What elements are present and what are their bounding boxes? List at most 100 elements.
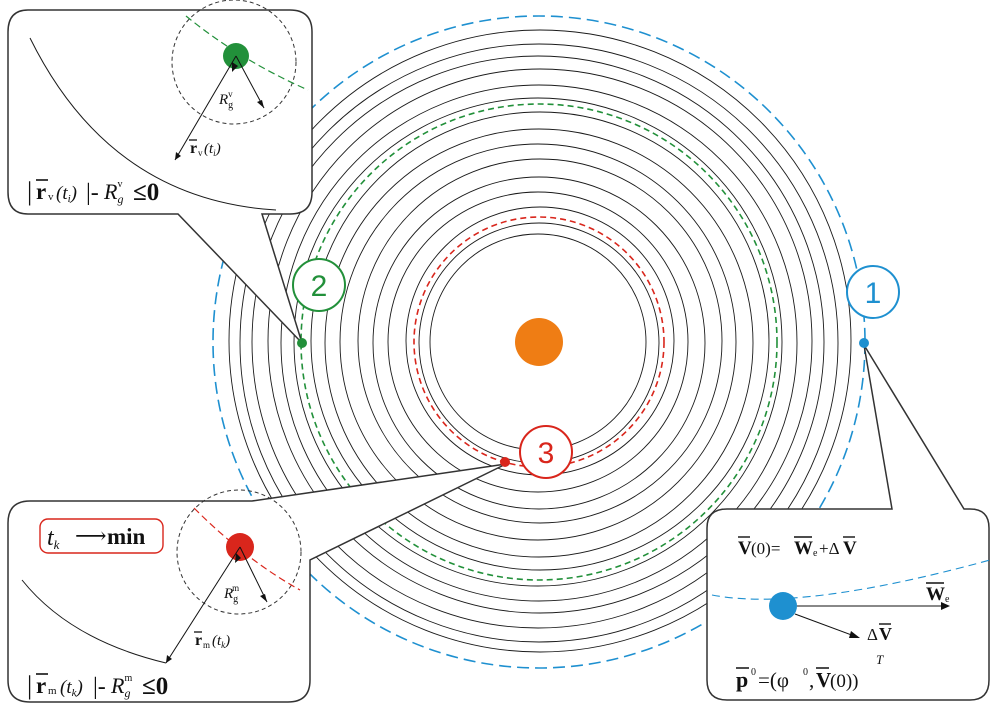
svg-text:=(φ: =(φ xyxy=(758,668,789,692)
marker-2: 2 xyxy=(292,258,346,312)
green-dashed-orbit xyxy=(300,103,778,581)
callout-1-box xyxy=(706,344,990,701)
callout-m-objective-box xyxy=(39,518,164,554)
callout-m-radius-arrowhead xyxy=(260,594,267,602)
callout-1-we-arrowhead xyxy=(941,602,950,610)
orbit-ring xyxy=(372,176,706,510)
svg-text:(tk): (tk) xyxy=(212,633,230,650)
svg-text:r: r xyxy=(36,179,46,204)
callout-1-velocity-eq: V (0)= W e +Δ V xyxy=(738,536,857,559)
svg-text:V: V xyxy=(738,538,752,559)
svg-text:|: | xyxy=(27,177,32,206)
svg-text:tk: tk xyxy=(47,525,60,552)
callout-m-radius-line xyxy=(239,546,268,603)
svg-text:|-: |- xyxy=(93,674,106,700)
callout-m-orbit-arc xyxy=(21,579,167,664)
callout-m-group: tk ⟶ min Rgm r m (tk) | r m (tk) |- Rgm … xyxy=(7,463,507,703)
svg-text:r: r xyxy=(195,632,202,649)
marker-3: 3 xyxy=(519,425,573,479)
orbit-ring xyxy=(239,43,839,643)
svg-text:T: T xyxy=(876,652,884,667)
svg-text:≤0: ≤0 xyxy=(133,179,159,206)
callout-1-we-label: W e xyxy=(926,582,950,605)
orbit-ring xyxy=(251,55,825,629)
callout-m-radius-label: Rgm xyxy=(223,583,239,605)
svg-text:W: W xyxy=(794,538,813,559)
orbit-ring xyxy=(387,191,689,493)
svg-text:2: 2 xyxy=(311,270,328,303)
callout-m-box xyxy=(7,463,507,703)
svg-text:0: 0 xyxy=(803,667,808,678)
callout-1-spacecraft xyxy=(769,592,797,620)
svg-text:r: r xyxy=(36,673,46,698)
callout-v-orbit-arc xyxy=(29,37,277,211)
svg-text:min: min xyxy=(107,524,146,549)
callout-v-capture-sphere xyxy=(171,0,297,125)
callout-v-vector-label: r v (ti) xyxy=(189,139,221,158)
orbit-ring xyxy=(293,97,783,587)
callout-m-objective-text: tk ⟶ min xyxy=(47,523,146,552)
svg-text:(ti): (ti) xyxy=(204,141,221,158)
svg-text:≤0: ≤0 xyxy=(142,673,168,700)
svg-text:0: 0 xyxy=(751,667,756,678)
callout-v-vector-tail xyxy=(175,152,181,160)
callout-1-dv-label: Δ V xyxy=(867,623,892,644)
svg-text:Δ: Δ xyxy=(867,625,878,644)
svg-text:v: v xyxy=(198,148,203,158)
callout-m-vector-tail xyxy=(166,655,172,663)
orbit-ring xyxy=(267,68,813,614)
svg-text:v: v xyxy=(48,191,54,203)
svg-text:,: , xyxy=(809,668,814,692)
svg-text:+Δ: +Δ xyxy=(819,539,840,558)
svg-text:(0)=: (0)= xyxy=(751,539,780,558)
callout-m-vector-arrowhead xyxy=(235,553,241,563)
flyby-point xyxy=(297,338,307,348)
svg-text:(tk): (tk) xyxy=(60,677,83,699)
svg-text:(ti): (ti) xyxy=(56,183,77,205)
marker-1: 1 xyxy=(846,265,900,319)
svg-text:V: V xyxy=(843,538,857,559)
departure-point xyxy=(859,338,869,348)
orbit-ring xyxy=(324,128,754,558)
orbit-ring xyxy=(357,158,723,524)
callout-m-capture-sphere xyxy=(176,489,302,615)
orbit-ring xyxy=(339,143,737,541)
red-dashed-orbit xyxy=(413,216,665,468)
central-body xyxy=(515,318,563,366)
callout-v-vector-line xyxy=(174,55,237,161)
svg-text:e: e xyxy=(945,594,950,605)
callout-v-radius-line xyxy=(235,55,265,109)
orbit-ring xyxy=(228,29,852,653)
svg-text:Rgm: Rgm xyxy=(110,673,132,700)
svg-text:W: W xyxy=(926,584,945,605)
svg-text:V: V xyxy=(816,668,831,692)
svg-text:r: r xyxy=(190,140,197,157)
svg-text:|-: |- xyxy=(86,180,99,206)
callout-m-vector-label: r m (tk) xyxy=(194,631,230,650)
callout-1-dv-arrowhead xyxy=(849,631,860,638)
svg-text:e: e xyxy=(813,548,818,559)
svg-text:p: p xyxy=(736,667,748,692)
callout-1-dv-arrow xyxy=(794,613,858,638)
svg-text:⟶: ⟶ xyxy=(75,523,107,548)
arrival-point xyxy=(500,457,510,467)
svg-text:1: 1 xyxy=(865,277,882,310)
callout-v-radius-arrowhead xyxy=(257,100,264,108)
orbit-ring xyxy=(310,111,770,571)
callout-v-condition: | r v (ti) |- Rgv ≤0 xyxy=(27,177,159,206)
svg-text:m: m xyxy=(48,685,57,697)
callout-m-condition: | r m (tk) |- Rgm ≤0 xyxy=(27,671,168,700)
svg-text:3: 3 xyxy=(538,437,555,470)
orbit-ring xyxy=(280,84,798,602)
svg-text:(0)): (0)) xyxy=(830,671,858,692)
callout-1-group: V (0)= W e +Δ V W e Δ V p 0 =(φ 0 , V xyxy=(706,344,991,701)
callout-m-vector-line xyxy=(165,546,241,664)
svg-text:|: | xyxy=(27,671,32,700)
callout-v-group: Rgv r v (ti) | r v (ti) |- Rgv ≤0 xyxy=(7,0,313,344)
callout-v-box xyxy=(7,9,313,344)
svg-text:V: V xyxy=(879,624,892,644)
svg-text:m: m xyxy=(203,640,210,650)
svg-text:Rgv: Rgv xyxy=(103,179,123,206)
callout-v-radius-label: Rgv xyxy=(218,89,233,111)
